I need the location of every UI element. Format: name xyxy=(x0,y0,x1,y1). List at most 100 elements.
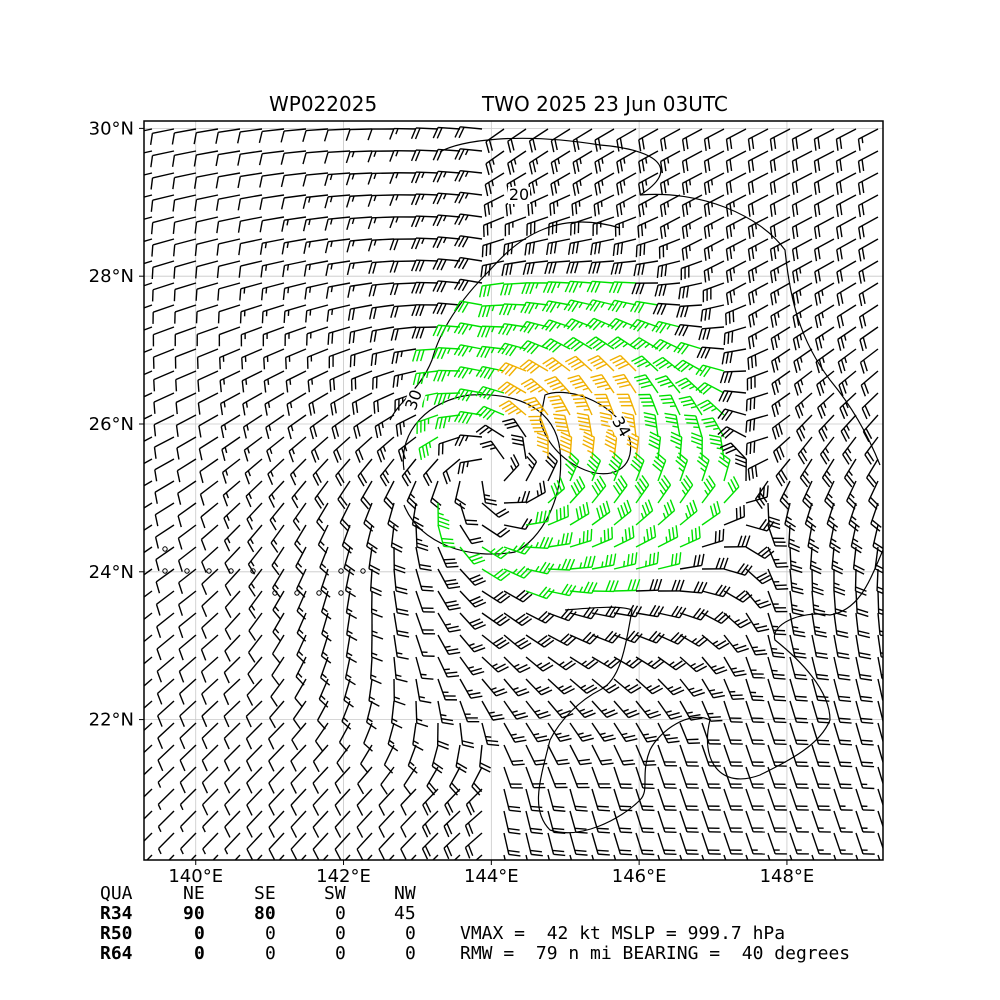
barb-feather xyxy=(473,647,486,653)
barb-shaft xyxy=(224,788,241,806)
barb-half-feather xyxy=(792,647,799,651)
barb-feather xyxy=(348,332,352,344)
barb-feather xyxy=(536,432,549,438)
barb-feather xyxy=(616,183,620,196)
barb-feather xyxy=(582,606,591,618)
barb-feather xyxy=(395,351,399,364)
barb-feather xyxy=(495,639,507,647)
barb-half-feather xyxy=(644,560,647,567)
barb-feather xyxy=(369,307,373,320)
barb-feather xyxy=(154,492,158,504)
barb-feather xyxy=(437,744,449,750)
barb-feather xyxy=(719,371,725,384)
barb-feather xyxy=(817,314,822,327)
barb-shaft xyxy=(218,216,241,223)
barb-half-feather xyxy=(710,267,713,274)
barb-feather xyxy=(223,672,230,684)
barb-feather xyxy=(548,452,558,462)
barb-feather xyxy=(219,380,222,393)
barb-shaft xyxy=(223,744,241,762)
barb-feather xyxy=(502,244,506,257)
barb-feather xyxy=(725,183,729,195)
barb-feather xyxy=(135,693,139,704)
barb-feather xyxy=(817,291,822,304)
barb-feather xyxy=(676,456,687,465)
barb-feather xyxy=(705,424,718,428)
barb-feather xyxy=(835,183,839,195)
barb-feather xyxy=(793,630,805,634)
barb-half-feather xyxy=(666,157,670,164)
barb-half-feather xyxy=(622,322,628,328)
barb-feather xyxy=(611,633,621,644)
barb-feather xyxy=(631,459,642,469)
barb-feather xyxy=(662,284,667,296)
barb-feather xyxy=(454,148,461,160)
barb-feather xyxy=(541,300,549,312)
barb-shaft xyxy=(156,656,175,672)
barb-feather xyxy=(676,306,681,318)
barb-feather xyxy=(242,426,247,439)
barb-half-feather xyxy=(425,868,427,873)
barb-feather xyxy=(773,247,777,260)
barb-feather xyxy=(710,719,723,722)
barb-feather xyxy=(641,504,648,517)
barb-feather xyxy=(685,246,688,259)
barb-feather xyxy=(567,358,579,366)
barb-feather xyxy=(498,303,505,316)
barb-feather xyxy=(151,267,154,280)
radii-header-qua: QUA xyxy=(100,883,133,904)
barb-feather xyxy=(857,139,861,151)
barb-half-feather xyxy=(159,871,162,876)
barb-half-feather xyxy=(442,193,447,200)
barb-feather xyxy=(245,495,252,508)
barb-half-feather xyxy=(295,517,300,523)
barb-feather xyxy=(519,666,531,674)
barb-feather xyxy=(483,388,492,399)
barb-feather xyxy=(177,560,183,572)
barb-half-feather xyxy=(807,515,813,521)
barb-feather xyxy=(389,216,395,229)
barb-feather xyxy=(500,550,511,560)
barb-feather xyxy=(710,442,722,446)
barb-feather xyxy=(436,193,443,205)
calm-circle xyxy=(250,568,256,574)
barb-feather xyxy=(345,173,351,186)
barb-half-feather xyxy=(732,245,736,252)
barb-feather xyxy=(652,356,664,365)
barb-feather xyxy=(721,352,726,365)
barb-feather xyxy=(457,257,465,269)
barb-feather xyxy=(818,359,824,371)
barb-shaft xyxy=(201,612,219,629)
barb-half-feather xyxy=(249,538,254,545)
barb-feather xyxy=(312,848,320,860)
barb-feather xyxy=(697,399,709,407)
barb-feather xyxy=(611,455,622,465)
barb-feather xyxy=(591,555,596,568)
barb-feather xyxy=(574,827,587,830)
barb-feather xyxy=(471,644,483,650)
barb-feather xyxy=(215,176,220,189)
barb-feather xyxy=(368,700,380,707)
barb-feather xyxy=(379,475,388,487)
barb-feather xyxy=(751,203,755,215)
barb-feather xyxy=(753,441,756,453)
barb-feather xyxy=(619,203,623,216)
barb-feather xyxy=(647,710,659,716)
barb-half-feather xyxy=(268,425,272,432)
barb-feather xyxy=(320,677,331,686)
barb-feather xyxy=(554,138,558,151)
barb-feather xyxy=(797,453,806,465)
barb-feather xyxy=(485,163,490,176)
barb-feather xyxy=(542,587,551,598)
barb-shaft xyxy=(268,722,285,740)
barb-feather xyxy=(702,328,707,340)
barb-feather xyxy=(552,849,565,853)
barb-shaft xyxy=(246,810,263,828)
barb-feather xyxy=(486,284,491,297)
barb-half-feather xyxy=(289,378,292,385)
barb-feather xyxy=(641,203,645,216)
barb-feather xyxy=(694,527,698,540)
barb-feather xyxy=(514,712,526,717)
barb-feather xyxy=(641,181,645,194)
barb-feather xyxy=(157,759,164,772)
